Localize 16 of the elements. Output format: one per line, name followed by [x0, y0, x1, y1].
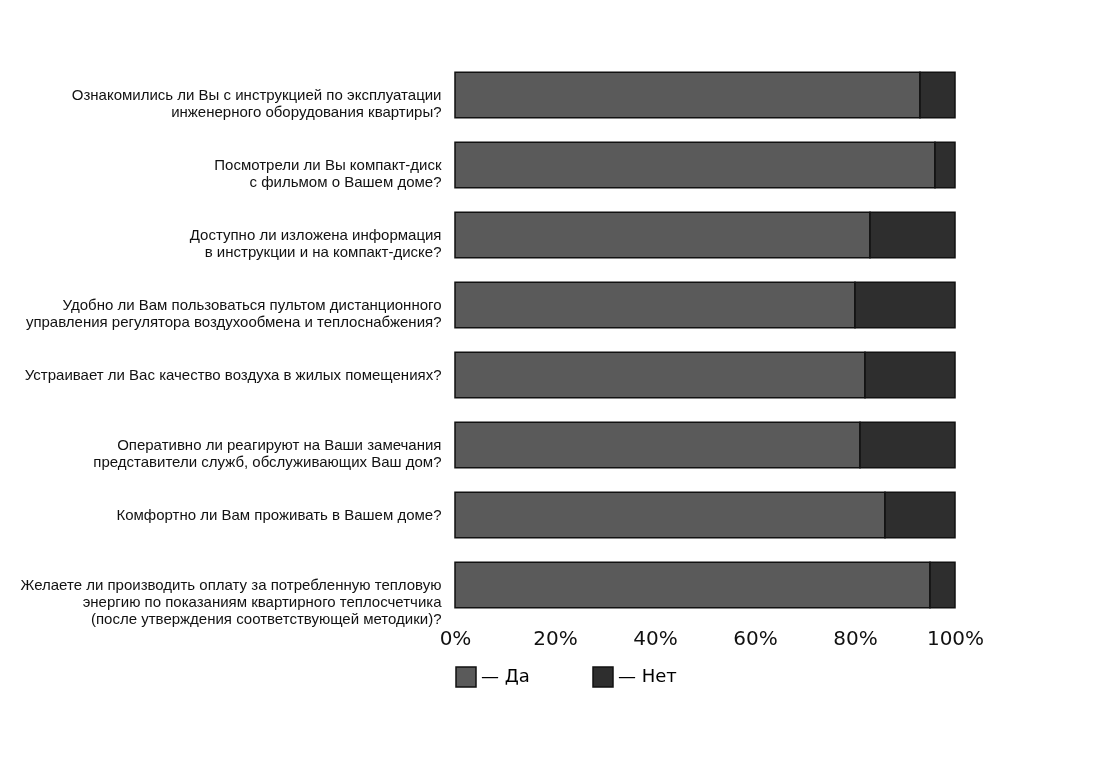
x-tick-label: 20%: [533, 625, 578, 650]
x-tick-label: 0%: [439, 625, 472, 650]
x-tick-label: 40%: [633, 625, 678, 650]
legend-label: — Да: [481, 665, 530, 686]
y-tick-label: Желаете ли производить оплату за потребленную тепловую энергию по показаниям квартирного теплосчетчика (после утверждения соответствующей методики)?: [20, 576, 443, 627]
x-tick-label: 100%: [926, 625, 985, 650]
y-tick-label: Посмотрели ли Вы компакт-диск с фильмом о Вашем доме?: [214, 156, 442, 190]
legend-label: — Нет: [618, 665, 677, 686]
y-tick-label: Удобно ли Вам пользоваться пультом дистанционного управления регулятора воздухообмена и теплоснабжения?: [25, 296, 442, 330]
x-tick-label: 60%: [733, 625, 778, 650]
y-tick-label: Комфортно ли Вам проживать в Вашем доме?: [116, 506, 442, 523]
y-tick-label: Ознакомились ли Вы с инструкцией по эксплуатации инженерного оборудования квартиры?: [71, 86, 442, 120]
y-tick-label: Доступно ли изложена информация в инструкции и на компакт-диске?: [189, 226, 442, 260]
y-tick-label: Устраивает ли Вас качество воздуха в жилых помещениях?: [24, 366, 442, 383]
x-tick-label: 80%: [833, 625, 878, 650]
y-tick-label: Оперативно ли реагируют на Ваши замечания представители служб, обслуживающих Ваш дом?: [93, 436, 442, 470]
